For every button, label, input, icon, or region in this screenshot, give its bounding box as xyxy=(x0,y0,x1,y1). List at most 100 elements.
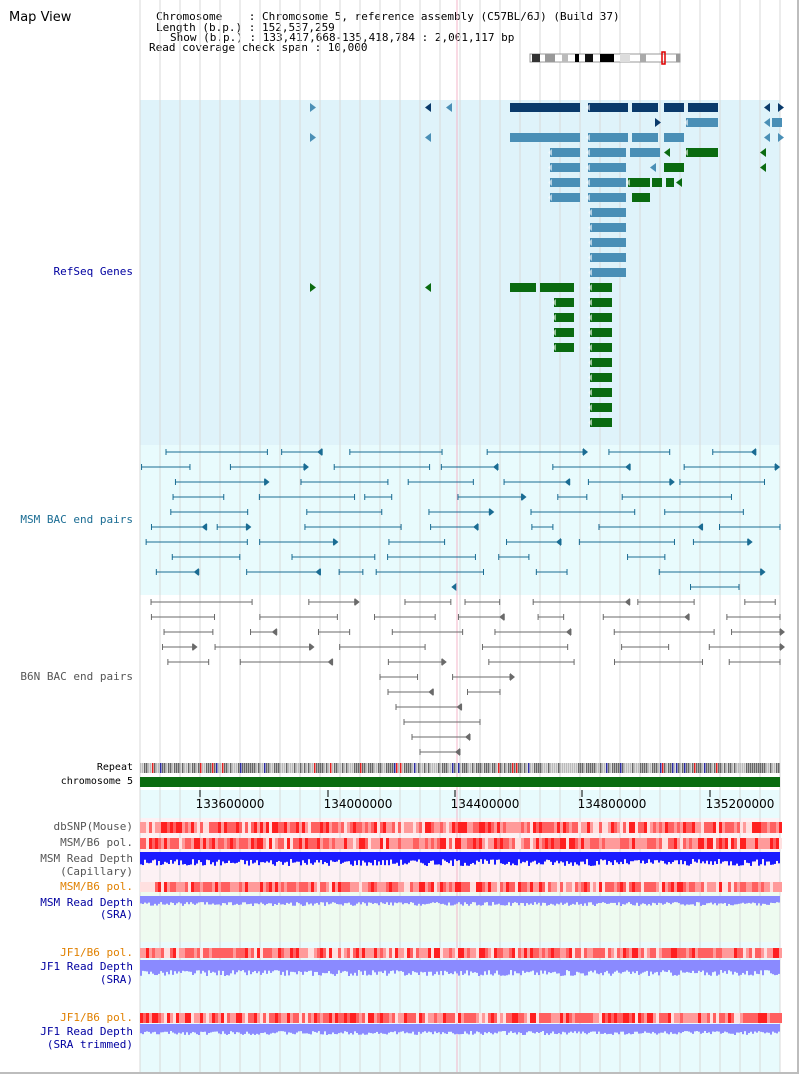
gene-block[interactable] xyxy=(590,373,612,382)
gene-marker[interactable] xyxy=(425,283,431,292)
bac-end-marker[interactable] xyxy=(271,628,277,636)
gene-block[interactable] xyxy=(588,148,626,157)
gene-block[interactable] xyxy=(554,328,574,337)
bac-end-marker[interactable] xyxy=(451,583,457,591)
gene-marker[interactable] xyxy=(425,103,431,112)
gene-marker[interactable] xyxy=(425,133,431,142)
gene-block[interactable] xyxy=(590,418,612,427)
gene-block[interactable] xyxy=(590,358,612,367)
gene-block[interactable] xyxy=(588,193,626,202)
gene-marker[interactable] xyxy=(760,163,766,172)
gene-block[interactable] xyxy=(628,178,650,187)
gene-block[interactable] xyxy=(550,148,580,157)
gene-marker[interactable] xyxy=(778,133,784,142)
gene-block[interactable] xyxy=(590,238,626,247)
msm-bac-track-label[interactable]: MSM BAC end pairs xyxy=(20,513,133,526)
gene-block[interactable] xyxy=(550,193,580,202)
gene-block[interactable] xyxy=(550,163,580,172)
bac-end-marker[interactable] xyxy=(583,448,589,456)
gene-block[interactable] xyxy=(590,298,612,307)
gene-marker[interactable] xyxy=(764,133,770,142)
gene-marker[interactable] xyxy=(655,118,661,127)
refseq-track-label[interactable]: RefSeq Genes xyxy=(53,265,133,278)
gene-block[interactable] xyxy=(772,118,782,127)
gene-marker[interactable] xyxy=(764,103,770,112)
gene-block[interactable] xyxy=(664,103,684,112)
gene-block[interactable] xyxy=(686,148,718,157)
gene-block[interactable] xyxy=(664,163,684,172)
bac-end-marker[interactable] xyxy=(747,538,753,546)
gene-block[interactable] xyxy=(630,148,660,157)
gene-block[interactable] xyxy=(590,283,612,292)
gene-block[interactable] xyxy=(588,133,628,142)
bac-end-marker[interactable] xyxy=(669,478,675,486)
gene-block[interactable] xyxy=(588,178,626,187)
bac-end-marker[interactable] xyxy=(565,628,571,636)
gene-marker[interactable] xyxy=(650,163,656,172)
gene-block[interactable] xyxy=(688,103,718,112)
gene-block[interactable] xyxy=(632,103,658,112)
gene-block[interactable] xyxy=(666,178,674,187)
bac-end-marker[interactable] xyxy=(315,568,321,576)
gene-block[interactable] xyxy=(588,103,628,112)
gene-marker[interactable] xyxy=(310,133,316,142)
gene-block[interactable] xyxy=(590,328,612,337)
gene-block[interactable] xyxy=(590,403,612,412)
bac-end-marker[interactable] xyxy=(192,643,198,651)
bac-end-marker[interactable] xyxy=(465,733,470,741)
bac-end-marker[interactable] xyxy=(684,613,690,621)
gene-marker[interactable] xyxy=(310,283,316,292)
bac-end-marker[interactable] xyxy=(493,463,499,471)
gene-block[interactable] xyxy=(554,298,574,307)
bac-end-marker[interactable] xyxy=(489,508,495,516)
bac-end-marker[interactable] xyxy=(455,748,460,756)
bac-end-marker[interactable] xyxy=(760,568,766,576)
bac-end-marker[interactable] xyxy=(750,448,756,456)
bac-end-marker[interactable] xyxy=(564,478,570,486)
gene-block[interactable] xyxy=(556,283,574,292)
gene-block[interactable] xyxy=(632,133,658,142)
gene-block[interactable] xyxy=(550,178,580,187)
gene-block[interactable] xyxy=(590,208,626,217)
bac-end-marker[interactable] xyxy=(333,538,339,546)
bac-end-marker[interactable] xyxy=(775,463,781,471)
b6n-bac-track-label[interactable]: B6N BAC end pairs xyxy=(20,670,133,683)
bac-end-marker[interactable] xyxy=(193,568,199,576)
gene-marker[interactable] xyxy=(676,178,682,187)
bac-end-marker[interactable] xyxy=(625,463,631,471)
bac-end-marker[interactable] xyxy=(441,658,447,666)
bac-end-marker[interactable] xyxy=(456,703,462,711)
gene-marker[interactable] xyxy=(310,103,316,112)
bac-end-marker[interactable] xyxy=(428,688,434,696)
bac-end-marker[interactable] xyxy=(303,463,309,471)
gene-block[interactable] xyxy=(510,103,580,112)
gene-block[interactable] xyxy=(510,133,580,142)
bac-end-marker[interactable] xyxy=(780,628,785,636)
gene-block[interactable] xyxy=(590,388,612,397)
gene-block[interactable] xyxy=(554,343,574,352)
bac-end-marker[interactable] xyxy=(264,478,270,486)
gene-block[interactable] xyxy=(590,313,612,322)
gene-block[interactable] xyxy=(590,268,626,277)
bac-end-marker[interactable] xyxy=(555,538,561,546)
gene-block[interactable] xyxy=(588,163,626,172)
bac-end-marker[interactable] xyxy=(354,598,360,606)
bac-end-marker[interactable] xyxy=(201,523,207,531)
gene-block[interactable] xyxy=(540,283,556,292)
bac-end-marker[interactable] xyxy=(246,523,252,531)
bac-end-marker[interactable] xyxy=(697,523,703,531)
gene-block[interactable] xyxy=(632,193,650,202)
bac-end-marker[interactable] xyxy=(624,598,630,606)
bac-end-marker[interactable] xyxy=(317,448,323,456)
gene-marker[interactable] xyxy=(778,103,784,112)
bac-end-marker[interactable] xyxy=(510,673,515,681)
gene-block[interactable] xyxy=(590,223,626,232)
gene-block[interactable] xyxy=(590,253,626,262)
gene-block[interactable] xyxy=(590,343,612,352)
bac-end-marker[interactable] xyxy=(309,643,315,651)
gene-marker[interactable] xyxy=(760,148,766,157)
gene-block[interactable] xyxy=(554,313,574,322)
gene-block[interactable] xyxy=(664,133,684,142)
gene-marker[interactable] xyxy=(764,118,770,127)
bac-end-marker[interactable] xyxy=(780,643,785,651)
